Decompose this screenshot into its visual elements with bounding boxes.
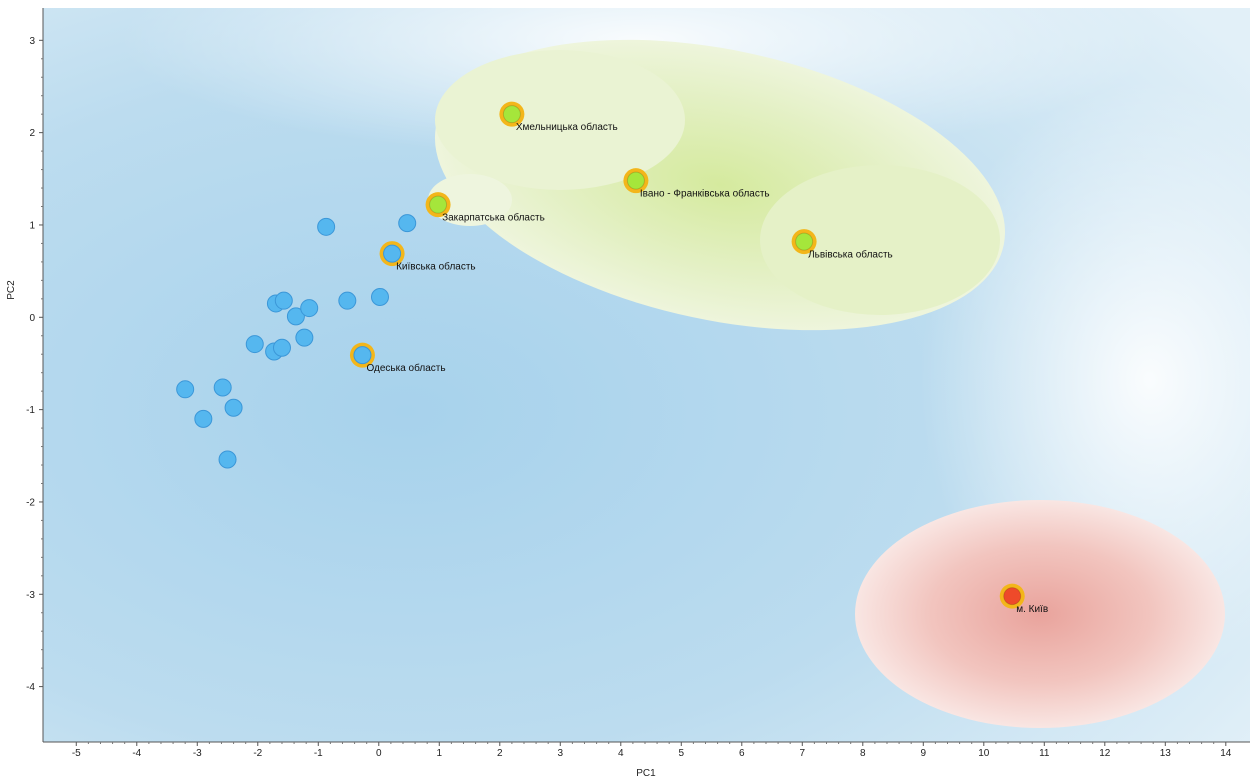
y-tick-label: 3 bbox=[29, 36, 35, 47]
data-point-blue[interactable] bbox=[176, 380, 195, 399]
data-point-blue[interactable] bbox=[213, 378, 232, 397]
x-tick-label: 4 bbox=[618, 748, 624, 759]
y-tick-label: 1 bbox=[29, 220, 35, 231]
y-tick-label: -2 bbox=[26, 497, 35, 508]
data-point-blue[interactable] bbox=[338, 291, 357, 310]
point-label: Івано - Франківська область bbox=[640, 188, 770, 200]
data-point-green[interactable] bbox=[502, 105, 521, 124]
y-ticks: -4 -3 -2 -1 0 1 2 3 bbox=[26, 36, 43, 693]
data-point-green[interactable] bbox=[795, 232, 814, 251]
x-tick-label: -1 bbox=[314, 748, 323, 759]
data-point-blue[interactable] bbox=[300, 299, 319, 318]
x-axis: -5 -4 -3 -2 -1 0 1 2 3 4 5 6 7 8 9 10 11 12 13 14 PC1 bbox=[43, 741, 1250, 779]
x-tick-label: 12 bbox=[1099, 748, 1111, 759]
x-tick-label: 9 bbox=[921, 748, 927, 759]
x-tick-label: 10 bbox=[978, 748, 990, 759]
data-point-blue[interactable] bbox=[398, 214, 417, 233]
data-point-blue[interactable] bbox=[224, 398, 243, 417]
data-point-red[interactable] bbox=[1003, 587, 1022, 606]
x-tick-label: -5 bbox=[72, 748, 81, 759]
x-axis-title: PC1 bbox=[636, 768, 656, 779]
x-tick-label: 1 bbox=[437, 748, 443, 759]
x-tick-label: 7 bbox=[800, 748, 806, 759]
x-tick-label: 8 bbox=[860, 748, 866, 759]
y-axis: -4 -3 -2 -1 0 1 2 3 PC2 bbox=[6, 8, 44, 742]
y-tick-label: -3 bbox=[26, 590, 35, 601]
y-axis-title: PC2 bbox=[6, 280, 17, 300]
data-point-blue[interactable] bbox=[272, 338, 291, 357]
data-point-blue[interactable] bbox=[370, 287, 389, 306]
y-tick-label: 0 bbox=[29, 313, 35, 324]
y-tick-label: -4 bbox=[26, 682, 35, 693]
data-point-green[interactable] bbox=[429, 195, 448, 214]
y-tick-label: -1 bbox=[26, 405, 35, 416]
data-point-blue[interactable] bbox=[274, 291, 293, 310]
green-cluster-region bbox=[428, 39, 1006, 331]
x-tick-label: 14 bbox=[1220, 748, 1232, 759]
data-point-blue[interactable] bbox=[295, 328, 314, 347]
x-ticks: -5 -4 -3 -2 -1 0 1 2 3 4 5 6 7 8 9 10 11 12 13 14 bbox=[72, 742, 1232, 759]
x-tick-label: 13 bbox=[1160, 748, 1172, 759]
x-tick-label: 0 bbox=[376, 748, 382, 759]
y-tick-label: 2 bbox=[29, 128, 35, 139]
data-point-green[interactable] bbox=[626, 171, 645, 190]
x-tick-label: 3 bbox=[558, 748, 564, 759]
data-point-blue[interactable] bbox=[383, 244, 402, 263]
point-label: Хмельницька область bbox=[516, 121, 618, 133]
point-label: Закарпатська область bbox=[442, 212, 545, 224]
point-label: Одеська область bbox=[366, 362, 445, 374]
points-layer: Одеська область Київська область Закарпатс… bbox=[176, 101, 1048, 615]
data-point-blue[interactable] bbox=[353, 346, 372, 365]
point-label: м. Київ bbox=[1016, 604, 1048, 615]
data-point-blue[interactable] bbox=[218, 450, 237, 469]
data-point-blue[interactable] bbox=[317, 217, 336, 236]
x-tick-label: 5 bbox=[679, 748, 685, 759]
x-tick-label: -4 bbox=[132, 748, 141, 759]
red-cluster-region bbox=[855, 500, 1225, 728]
x-tick-label: -3 bbox=[193, 748, 202, 759]
point-label: Київська область bbox=[396, 261, 476, 273]
data-point-blue[interactable] bbox=[194, 409, 213, 428]
x-tick-label: 11 bbox=[1039, 748, 1050, 759]
data-point-blue[interactable] bbox=[286, 307, 305, 326]
point-label: Львівська область bbox=[808, 249, 893, 261]
x-tick-label: 6 bbox=[739, 748, 745, 759]
x-tick-label: 2 bbox=[497, 748, 503, 759]
data-point-blue[interactable] bbox=[245, 335, 264, 354]
x-tick-label: -2 bbox=[253, 748, 262, 759]
plot-area: Одеська область Київська область Закарпатс… bbox=[43, 8, 1250, 742]
